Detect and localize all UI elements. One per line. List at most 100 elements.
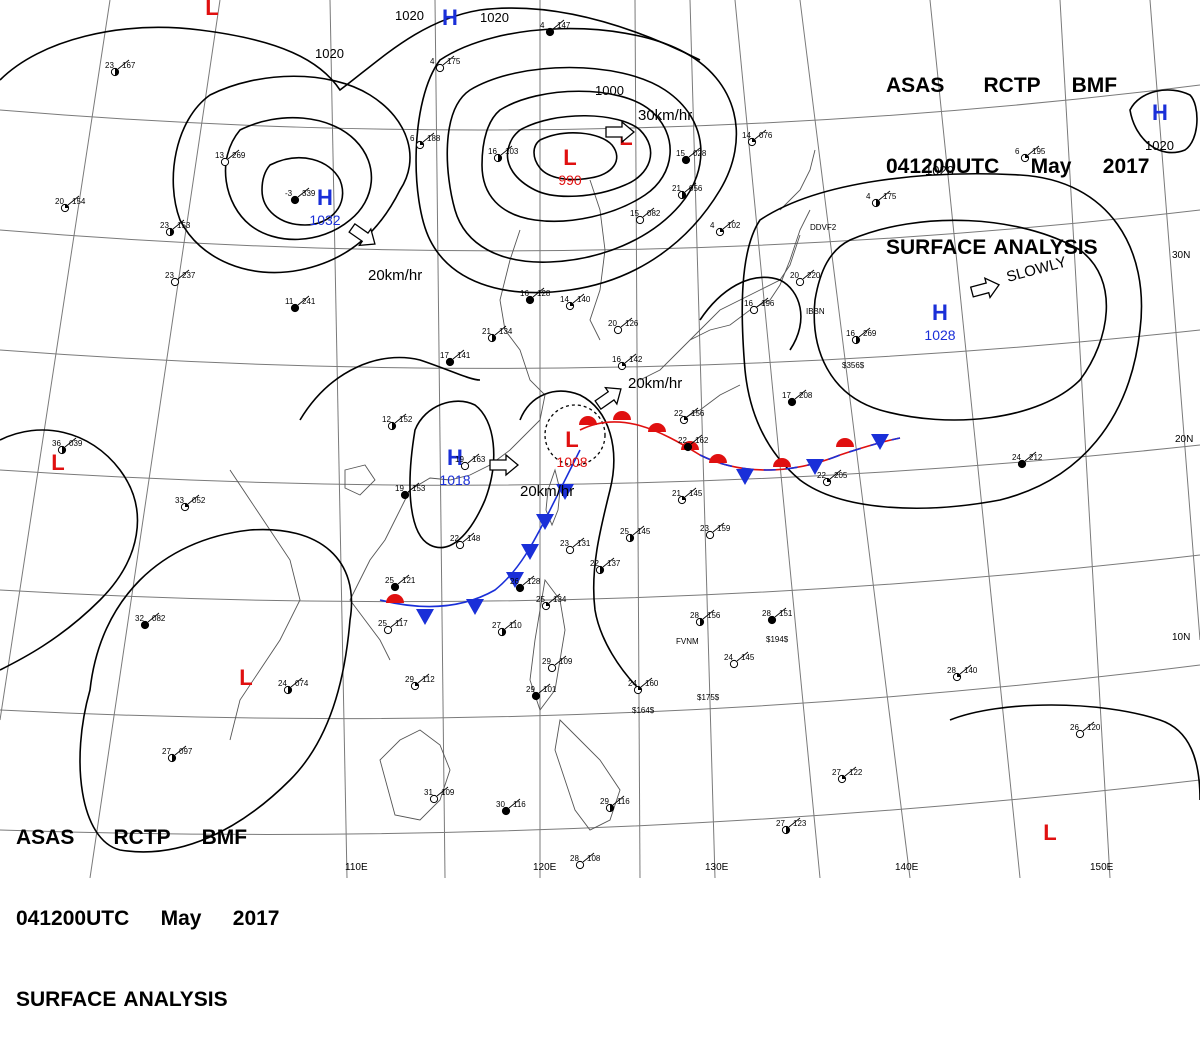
station-plot: 27 123	[776, 817, 807, 835]
station-temperature: 23	[560, 539, 569, 548]
station-pressure: 160	[645, 679, 659, 688]
isobar-low-4	[506, 114, 652, 198]
station-temperature: 28	[947, 666, 956, 675]
low-symbol: L	[1043, 820, 1056, 845]
station-pressure: 128	[537, 289, 551, 298]
station-temperature: 15	[676, 149, 685, 158]
station-plot: 32 082	[135, 612, 166, 630]
station-temperature: 30	[496, 800, 505, 809]
station-pressure: 159	[717, 524, 731, 533]
motion-arrow	[969, 277, 1001, 300]
isobar-southeast-loop	[949, 704, 1200, 801]
station-temperature: 29	[600, 797, 609, 806]
wind-barb-icon	[802, 269, 815, 280]
meridian-150e	[1059, 0, 1111, 878]
warm-front-semicircle	[709, 454, 727, 463]
wind-barb-icon	[297, 187, 310, 198]
high-symbol: H	[447, 445, 463, 470]
station-plot: 6 195	[1015, 145, 1046, 163]
station-plot: 25 121	[385, 574, 416, 592]
station-temperature: 36	[52, 439, 61, 448]
cloud-cover-icon	[767, 615, 777, 625]
motion-speed-label: 30km/hr	[638, 107, 692, 124]
coastlines	[229, 149, 816, 831]
station-plot: 25 145	[620, 525, 651, 543]
isobar-outer-north	[0, 7, 701, 92]
parallel-35n	[0, 84, 1200, 131]
station-plot: 23 153	[160, 219, 191, 237]
isobar-low-2	[446, 66, 702, 263]
cloud-half-icon	[682, 191, 686, 199]
station-temperature: 20	[790, 271, 799, 280]
station-plot: 20 154	[55, 195, 86, 213]
station-pressure: 082	[647, 209, 661, 218]
warm-front-semicircle	[579, 416, 597, 425]
station-plot: 22 205	[817, 469, 848, 487]
wind-barb-icon	[1082, 721, 1095, 732]
station-plot: 26 128	[510, 575, 541, 593]
wind-barb-icon	[147, 612, 160, 623]
japan-honshu	[689, 209, 811, 341]
station-pressure: 137	[607, 559, 621, 568]
station-temperature: 25	[378, 619, 387, 628]
station-plot: 4 147	[540, 19, 571, 37]
wind-barb-icon	[788, 817, 801, 828]
hainan-coast	[344, 464, 376, 496]
station-temperature: 16	[612, 355, 621, 364]
station-temperature: 27	[492, 621, 501, 630]
ship-station-id: $164$	[632, 706, 655, 715]
station-plot: 21 145	[672, 487, 703, 505]
meridian-155e	[1149, 0, 1200, 641]
cloud-half-icon	[115, 68, 119, 76]
cloud-cover-icon	[787, 397, 797, 407]
station-temperature: -3	[285, 189, 293, 198]
motion-arrow	[489, 453, 520, 477]
wind-barb-icon	[1027, 145, 1040, 156]
wind-barb-icon	[686, 407, 699, 418]
wind-barb-icon	[572, 537, 585, 548]
station-temperature: 29	[542, 657, 551, 666]
station-pressure: 237	[182, 271, 196, 280]
cloud-cover-icon	[635, 215, 645, 225]
station-plot: 22 156	[674, 407, 705, 425]
center-pressure-value: 990	[558, 172, 582, 188]
wind-barb-icon	[227, 149, 240, 160]
station-pressure: 196	[761, 299, 775, 308]
cloud-half-icon	[786, 826, 790, 834]
wind-barb-icon	[467, 453, 480, 464]
station-temperature: 23	[160, 221, 169, 230]
station-plot: 12 152	[382, 413, 413, 431]
wind-barb-icon	[959, 664, 972, 675]
luzon-coast	[529, 578, 566, 711]
wind-barb-icon	[397, 574, 410, 585]
station-temperature: 15	[630, 209, 639, 218]
station-temperature: 27	[776, 819, 785, 828]
wind-barb-icon	[297, 295, 310, 306]
lon-label: 150E	[1090, 862, 1114, 873]
station-pressure: 205	[834, 471, 848, 480]
station-plot: 21 134	[482, 325, 513, 343]
cloud-cover-icon	[575, 860, 585, 870]
fronts	[379, 411, 901, 625]
station-plot: 22 148	[450, 532, 481, 550]
station-temperature: 21	[482, 327, 491, 336]
cloud-cover-icon	[1017, 459, 1027, 469]
station-pressure: 241	[302, 297, 316, 306]
lon-label: 140E	[895, 862, 919, 873]
station-pressure: 147	[557, 21, 571, 30]
ship-station-id: $175$	[697, 693, 720, 702]
isobar-south-loop	[79, 528, 353, 853]
wind-barb-icon	[582, 852, 595, 863]
station-temperature: 21	[672, 184, 681, 193]
motion-speed-label: 20km/hr	[368, 267, 422, 284]
station-plot: 6 188	[410, 132, 441, 150]
station-temperature: 25	[620, 527, 629, 536]
wind-barb-icon	[774, 607, 787, 618]
station-pressure: 153	[412, 484, 426, 493]
station-plot: 29 116	[600, 795, 630, 813]
graticule	[0, 0, 1200, 878]
cloud-cover-icon	[1075, 729, 1085, 739]
station-temperature: 25	[385, 576, 394, 585]
isobar-low-5	[533, 132, 618, 181]
cloud-quarter-icon	[682, 496, 686, 500]
